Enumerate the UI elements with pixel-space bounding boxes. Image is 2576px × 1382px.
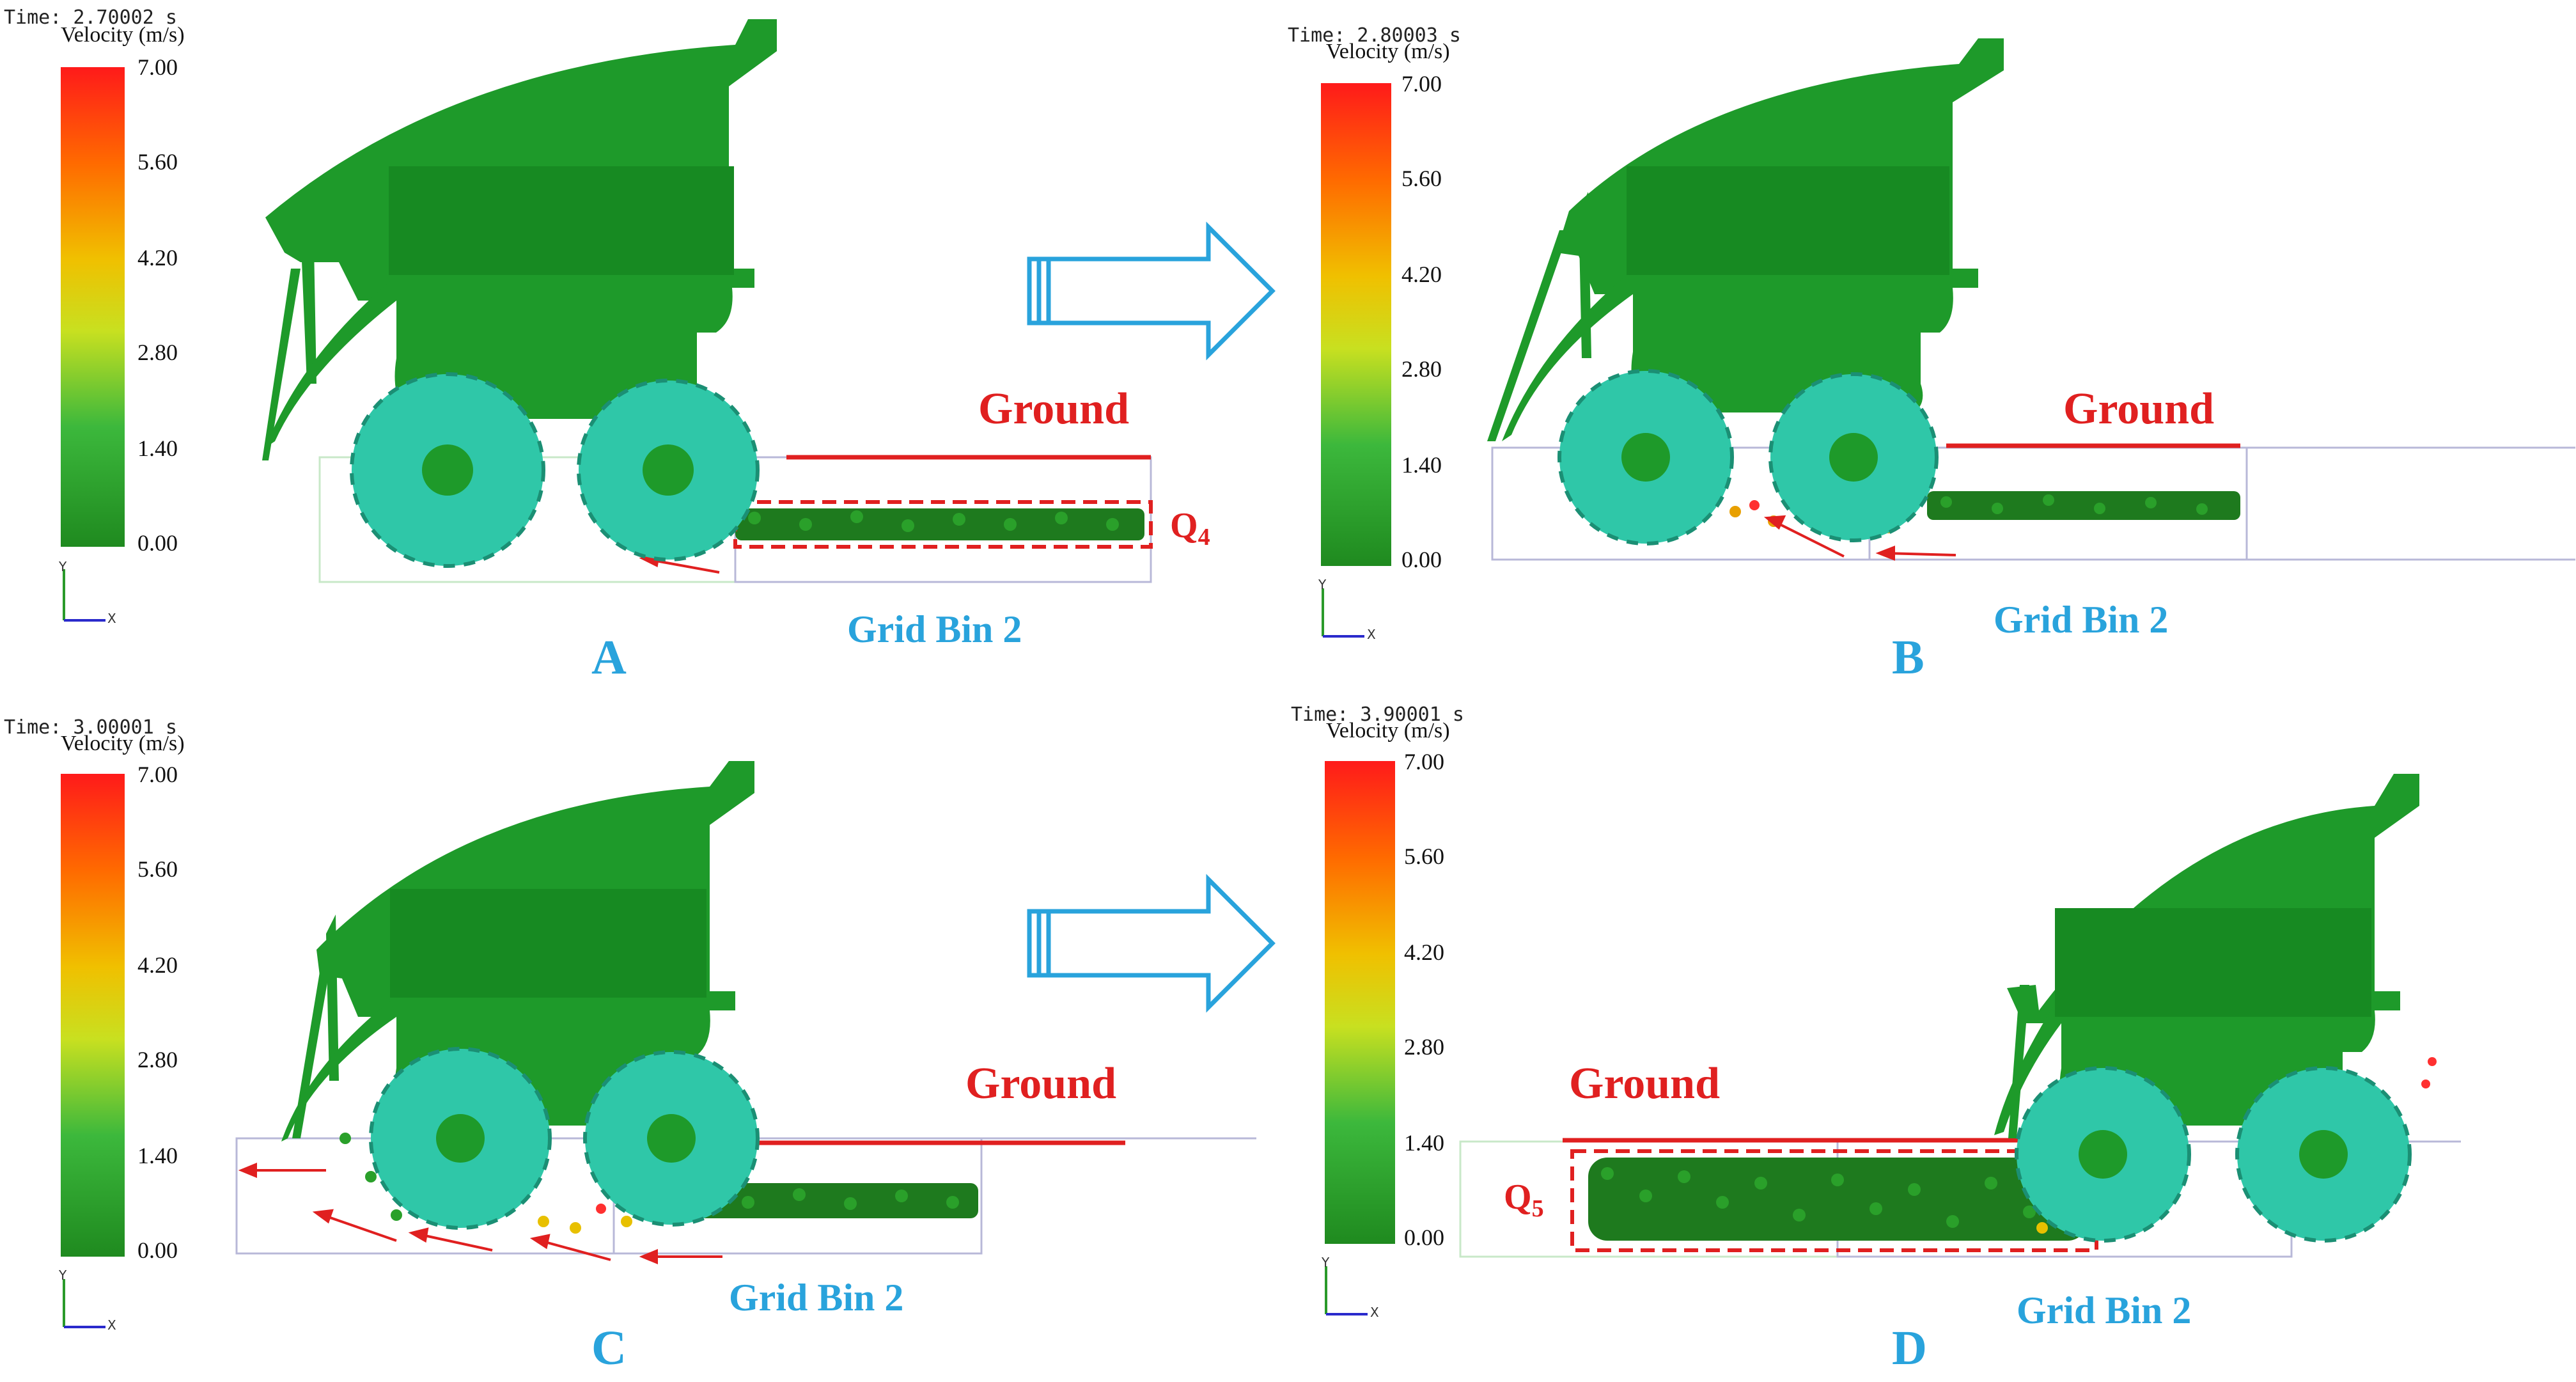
- panel-letter: A: [591, 631, 627, 684]
- panel-a-scene: [61, 19, 1276, 622]
- time-label: Time: 3.00001 s: [4, 716, 177, 739]
- roller-wheel-left: [2015, 1066, 2191, 1243]
- panel-a: Time: 2.70002 s Velocity (m/s): [0, 0, 1288, 691]
- time-label: Time: 3.90001 s: [1291, 703, 1464, 726]
- tick-label: 7.00: [137, 54, 178, 80]
- axis-triad: [63, 569, 105, 622]
- velocity-legend-title: Velocity (m/s): [1326, 719, 1450, 742]
- planter-machine: [281, 761, 754, 1142]
- ground-label: Ground: [2063, 384, 2215, 434]
- tick-label: 2.80: [1404, 1034, 1444, 1060]
- roller-wheel-left: [350, 372, 545, 568]
- roller-wheel-right: [583, 1050, 760, 1227]
- tick-label: 5.60: [137, 149, 178, 175]
- q-region-label: Q5: [1504, 1177, 1544, 1223]
- ground-label: Ground: [1569, 1059, 1721, 1108]
- transition-arrow: [1027, 221, 1276, 361]
- flow-arrow: [1763, 515, 1956, 561]
- q-region-label: Q4: [1170, 506, 1210, 551]
- axis-y-label: Y: [1318, 577, 1327, 592]
- planter-machine: [262, 19, 777, 460]
- velocity-color-bar: [61, 774, 125, 1257]
- tick-label: 7.00: [1404, 749, 1444, 774]
- roller-wheel-left: [369, 1047, 552, 1230]
- tick-label: 0.00: [137, 530, 178, 556]
- panel-b-scene: [1321, 38, 2575, 638]
- grid-bin-label: Grid Bin 2: [2017, 1289, 2192, 1331]
- tick-label: 0.00: [137, 1237, 178, 1263]
- tick-label: 1.40: [137, 1143, 178, 1168]
- tick-label: 2.80: [1401, 356, 1442, 382]
- velocity-color-bar: [61, 67, 125, 547]
- velocity-legend-title: Velocity (m/s): [61, 732, 185, 755]
- axis-x-label: X: [107, 1317, 116, 1333]
- grid-bin-label: Grid Bin 2: [729, 1276, 904, 1319]
- axis-y-label: Y: [59, 1268, 67, 1283]
- tick-label: 1.40: [1404, 1130, 1444, 1156]
- panel-letter: D: [1892, 1321, 1927, 1375]
- axis-triad: [1325, 1266, 1368, 1315]
- panel-c: Time: 3.00001 s Velocity (m/s): [0, 691, 1288, 1381]
- axis-triad: [63, 1279, 105, 1328]
- tick-label: 5.60: [1401, 166, 1442, 191]
- seed-stream: [735, 508, 1144, 540]
- tick-label: 7.00: [1401, 71, 1442, 97]
- ground-label: Ground: [965, 1059, 1117, 1108]
- velocity-color-bar: [1325, 761, 1395, 1244]
- tick-label: 0.00: [1401, 547, 1442, 572]
- tick-label: 7.00: [137, 762, 178, 787]
- grid-bin-label: Grid Bin 2: [847, 608, 1022, 650]
- axis-x-label: X: [1367, 627, 1376, 642]
- tick-label: 5.60: [1404, 844, 1444, 869]
- axis-y-label: Y: [59, 559, 67, 574]
- tick-label: 0.00: [1404, 1225, 1444, 1250]
- panel-letter: B: [1892, 631, 1924, 684]
- panel-b: Time: 2.80003 s Velocity (m/s): [1288, 0, 2575, 691]
- seed-stream: [1588, 1158, 2087, 1241]
- panel-c-scene: [61, 761, 1276, 1328]
- seed-stream: [1927, 491, 2240, 520]
- axis-x-label: X: [107, 611, 116, 626]
- tick-label: 1.40: [1401, 452, 1442, 478]
- tick-label: 1.40: [137, 436, 178, 461]
- planter-machine: [1994, 774, 2419, 1138]
- panel-letter: C: [591, 1321, 627, 1375]
- roller-wheel-right: [2235, 1066, 2412, 1243]
- axis-y-label: Y: [1322, 1255, 1330, 1270]
- roller-wheel-right: [577, 379, 760, 561]
- panel-d-scene: [1325, 761, 2461, 1315]
- time-label: Time: 2.80003 s: [1288, 24, 1461, 47]
- tick-label: 4.20: [137, 952, 178, 978]
- roller-wheel-right: [1768, 372, 1939, 542]
- velocity-legend-title: Velocity (m/s): [1326, 40, 1450, 63]
- roller-wheel-left: [1557, 369, 1734, 546]
- axis-triad: [1322, 588, 1364, 638]
- tick-label: 4.20: [1404, 939, 1444, 965]
- velocity-color-bar: [1321, 83, 1391, 566]
- planter-machine: [1487, 38, 2004, 441]
- tick-label: 2.80: [137, 340, 178, 365]
- ground-label: Ground: [978, 384, 1130, 434]
- grid-bin-label: Grid Bin 2: [1994, 599, 2169, 641]
- tick-label: 5.60: [137, 856, 178, 882]
- axis-x-label: X: [1370, 1305, 1379, 1320]
- tick-label: 4.20: [1401, 262, 1442, 287]
- panel-d: Time: 3.90001 s Velocity (m/s): [1288, 691, 2575, 1381]
- transition-arrow: [1027, 874, 1276, 1013]
- tick-label: 2.80: [137, 1047, 178, 1072]
- time-label: Time: 2.70002 s: [4, 6, 177, 29]
- tick-label: 4.20: [137, 245, 178, 271]
- velocity-legend-title: Velocity (m/s): [61, 23, 185, 47]
- flow-arrow: [238, 1163, 722, 1264]
